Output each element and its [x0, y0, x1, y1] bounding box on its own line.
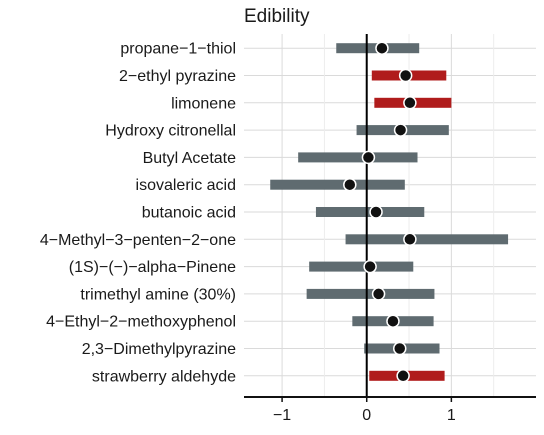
interval-bar: [345, 234, 509, 245]
y-category-label: propane−1−thiol: [120, 41, 236, 58]
mean-point: [396, 369, 410, 383]
x-tick-label: 1: [447, 407, 456, 424]
y-category-label: strawberry aldehyde: [92, 368, 236, 385]
mean-point: [369, 205, 383, 219]
interval-bar: [270, 179, 405, 190]
y-category-label: 4−Methyl−3−penten−2−one: [40, 232, 236, 249]
mean-point: [363, 259, 377, 274]
mean-point: [403, 96, 417, 110]
mean-point: [375, 41, 389, 55]
y-category-label: 4−Ethyl−2−methoxyphenol: [46, 314, 236, 331]
x-tick-label: 0: [362, 407, 371, 424]
y-category-label: limonene: [171, 95, 236, 112]
mean-point: [403, 232, 417, 247]
y-category-label: Hydroxy citronellal: [105, 123, 236, 140]
y-category-label: isovaleric acid: [136, 177, 236, 194]
interval-bar: [309, 261, 414, 272]
interval-bar: [298, 152, 418, 163]
y-category-label: trimethyl amine (30%): [80, 286, 236, 303]
mean-point: [392, 341, 407, 356]
y-category-label: 2,3−Dimethylpyrazine: [82, 341, 236, 358]
y-category-label: (1S)−(−)−alpha−Pinene: [69, 259, 236, 276]
mean-point: [371, 287, 386, 301]
mean-point: [343, 177, 357, 192]
y-category-label: Butyl Acetate: [143, 150, 236, 167]
y-category-label: butanoic acid: [142, 205, 236, 222]
interval-bar: [306, 288, 435, 299]
mean-point: [361, 150, 376, 165]
mean-point: [386, 314, 400, 328]
x-tick-label: −1: [273, 407, 291, 424]
mean-point: [393, 123, 408, 137]
mean-point: [398, 68, 413, 83]
y-category-label: 2−ethyl pyrazine: [119, 68, 236, 85]
chart-title: Edibility: [244, 6, 310, 27]
